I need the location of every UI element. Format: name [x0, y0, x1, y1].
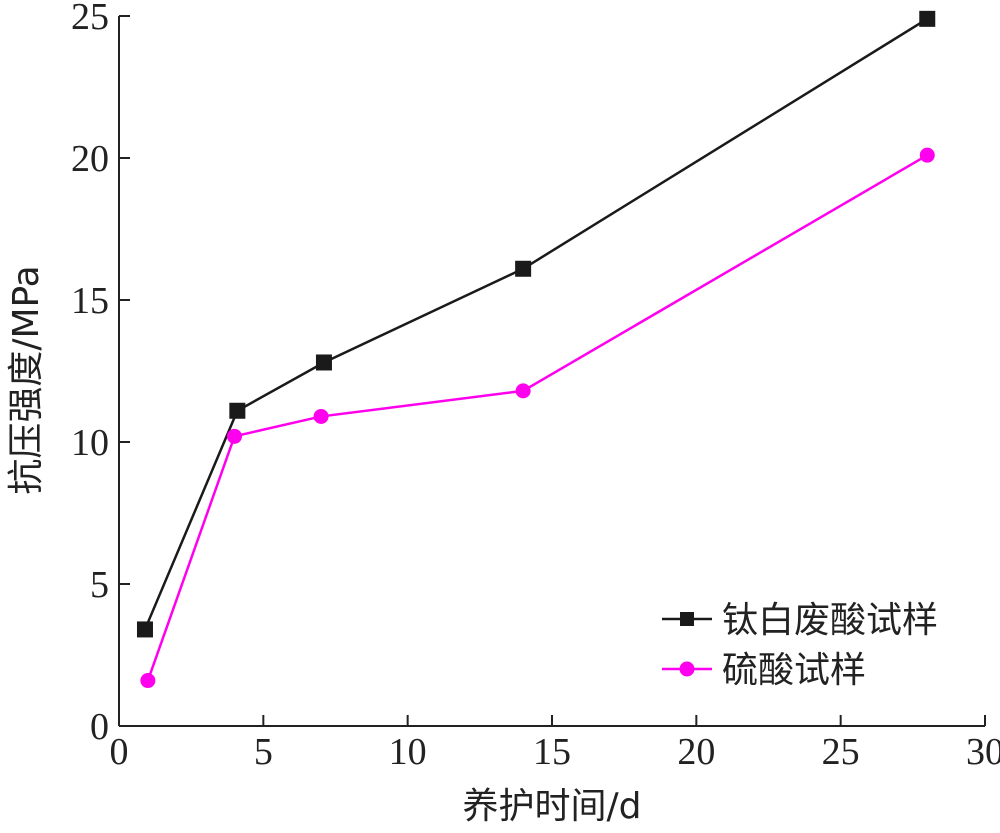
y-tick-label: 5: [90, 564, 109, 606]
data-point-circle: [226, 428, 242, 444]
legend-label-series-2: 硫酸试样: [722, 650, 866, 691]
plot-area: 0 5 10 15 20 25 30 0 5 10 15 20 25: [71, 0, 1000, 773]
x-axis-title: 养护时间/d: [463, 786, 642, 827]
data-point-square: [515, 260, 532, 277]
x-tick-label: 30: [966, 731, 1000, 773]
y-tick-label: 15: [71, 280, 109, 322]
y-axis-ticks: 0 5 10 15 20 25: [71, 0, 130, 748]
x-axis-ticks: 0 5 10 15 20 25 30: [110, 715, 1000, 773]
y-tick-label: 0: [90, 706, 109, 748]
legend-marker-circle: [679, 661, 695, 677]
legend-item-series-2: 硫酸试样: [662, 650, 866, 691]
x-tick-label: 25: [822, 731, 860, 773]
legend-item-series-1: 钛白废酸试样: [662, 600, 938, 641]
series-1: [136, 10, 936, 638]
data-point-square: [919, 10, 936, 27]
series-line: [143, 17, 928, 630]
data-point-circle: [313, 408, 329, 424]
x-tick-label: 5: [254, 731, 273, 773]
x-tick-label: 15: [533, 731, 571, 773]
legend: 钛白废酸试样 硫酸试样: [662, 600, 938, 691]
data-point-circle: [140, 673, 156, 689]
x-tick-label: 20: [677, 731, 715, 773]
x-tick-label: 10: [389, 731, 427, 773]
legend-marker-square: [680, 612, 694, 626]
data-point-circle: [919, 147, 935, 163]
data-point-square: [136, 621, 153, 638]
x-tick-label: 0: [110, 731, 129, 773]
data-point-square: [229, 402, 246, 419]
y-tick-label: 20: [71, 138, 109, 180]
y-tick-label: 10: [71, 422, 109, 464]
legend-label-series-1: 钛白废酸试样: [722, 600, 938, 641]
series-layer: [136, 10, 936, 689]
data-point-square: [315, 354, 332, 371]
y-axis-title: 抗压强度/MPa: [6, 265, 47, 494]
data-point-circle: [515, 383, 531, 399]
series-2: [140, 147, 935, 689]
y-tick-label: 25: [71, 0, 109, 38]
